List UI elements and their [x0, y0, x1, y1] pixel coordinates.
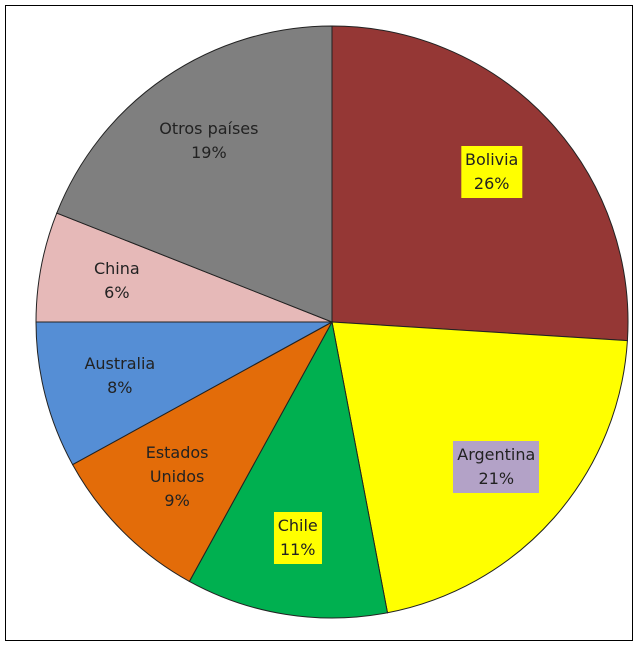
value-label: 8% [107, 378, 133, 398]
data-label: Estados Unidos 9% [123, 439, 231, 515]
data-label: Otros países 19% [155, 115, 262, 167]
value-label: 11% [279, 540, 316, 560]
pie-slice [71, 320, 334, 583]
value-label: 6% [104, 282, 130, 302]
value-label: 9% [164, 490, 190, 510]
data-label: Argentina 21% [453, 440, 540, 493]
category-label: Australia [84, 354, 156, 374]
category-label: Chile [277, 516, 318, 536]
value-label: 21% [478, 468, 515, 488]
category-label: Bolivia [464, 150, 519, 170]
pie-slice [35, 321, 333, 466]
data-label: Australia 8% [80, 350, 159, 402]
category-label: China [93, 258, 140, 278]
category-label: Estados Unidos [145, 442, 209, 486]
data-label: Bolivia 26% [460, 146, 523, 199]
data-label: China 6% [90, 255, 144, 307]
category-label: Argentina [457, 444, 536, 464]
pie-slice [56, 25, 333, 323]
value-label: 26% [473, 174, 510, 194]
value-label: 19% [191, 142, 227, 162]
data-label: Chile 11% [273, 512, 322, 565]
pie-slice [188, 320, 389, 619]
chart-frame [5, 5, 633, 641]
category-label: Otros países [159, 118, 259, 138]
